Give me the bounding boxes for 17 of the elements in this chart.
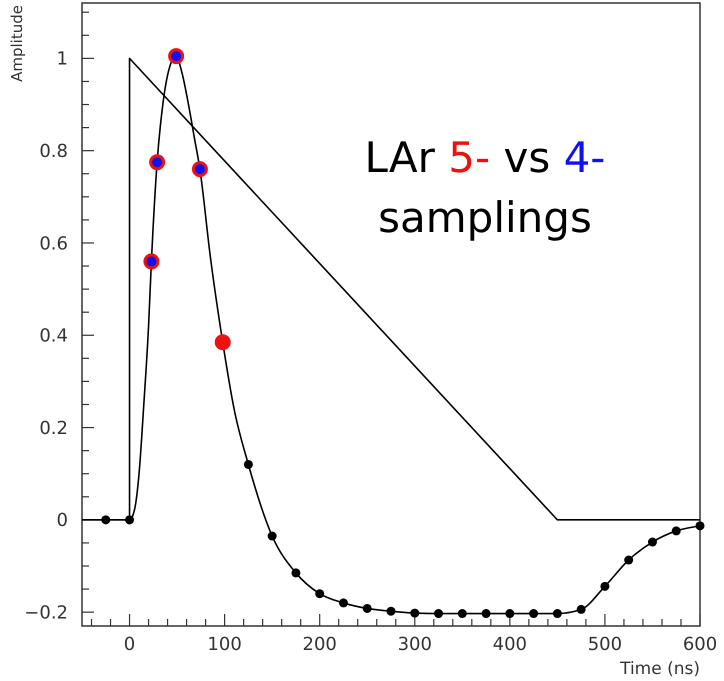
x-tick-label: 600: [682, 634, 718, 655]
x-tick-label: 100: [207, 634, 242, 655]
x-tick-label: 0: [124, 634, 136, 655]
x-tick-label: 400: [492, 634, 528, 655]
y-tick-label: 0.6: [39, 233, 68, 254]
x-tick-label: 200: [302, 634, 337, 655]
y-tick-label: 0.4: [39, 326, 68, 347]
y-tick-label: 0.2: [39, 418, 68, 439]
annotation: LAr 5- vs 4- samplings: [364, 133, 606, 242]
x-tick-label: 300: [398, 634, 432, 655]
y-tick-label: −0.2: [24, 602, 68, 624]
y-axis-title: Amplitude: [8, 5, 26, 82]
x-axis-title: Time (ns): [619, 659, 700, 679]
y-tick-label: 0: [56, 510, 68, 532]
x-tick-label: 500: [588, 634, 622, 655]
y-tick-label: 0.8: [39, 140, 68, 162]
y-tick-label: 1: [56, 48, 68, 70]
